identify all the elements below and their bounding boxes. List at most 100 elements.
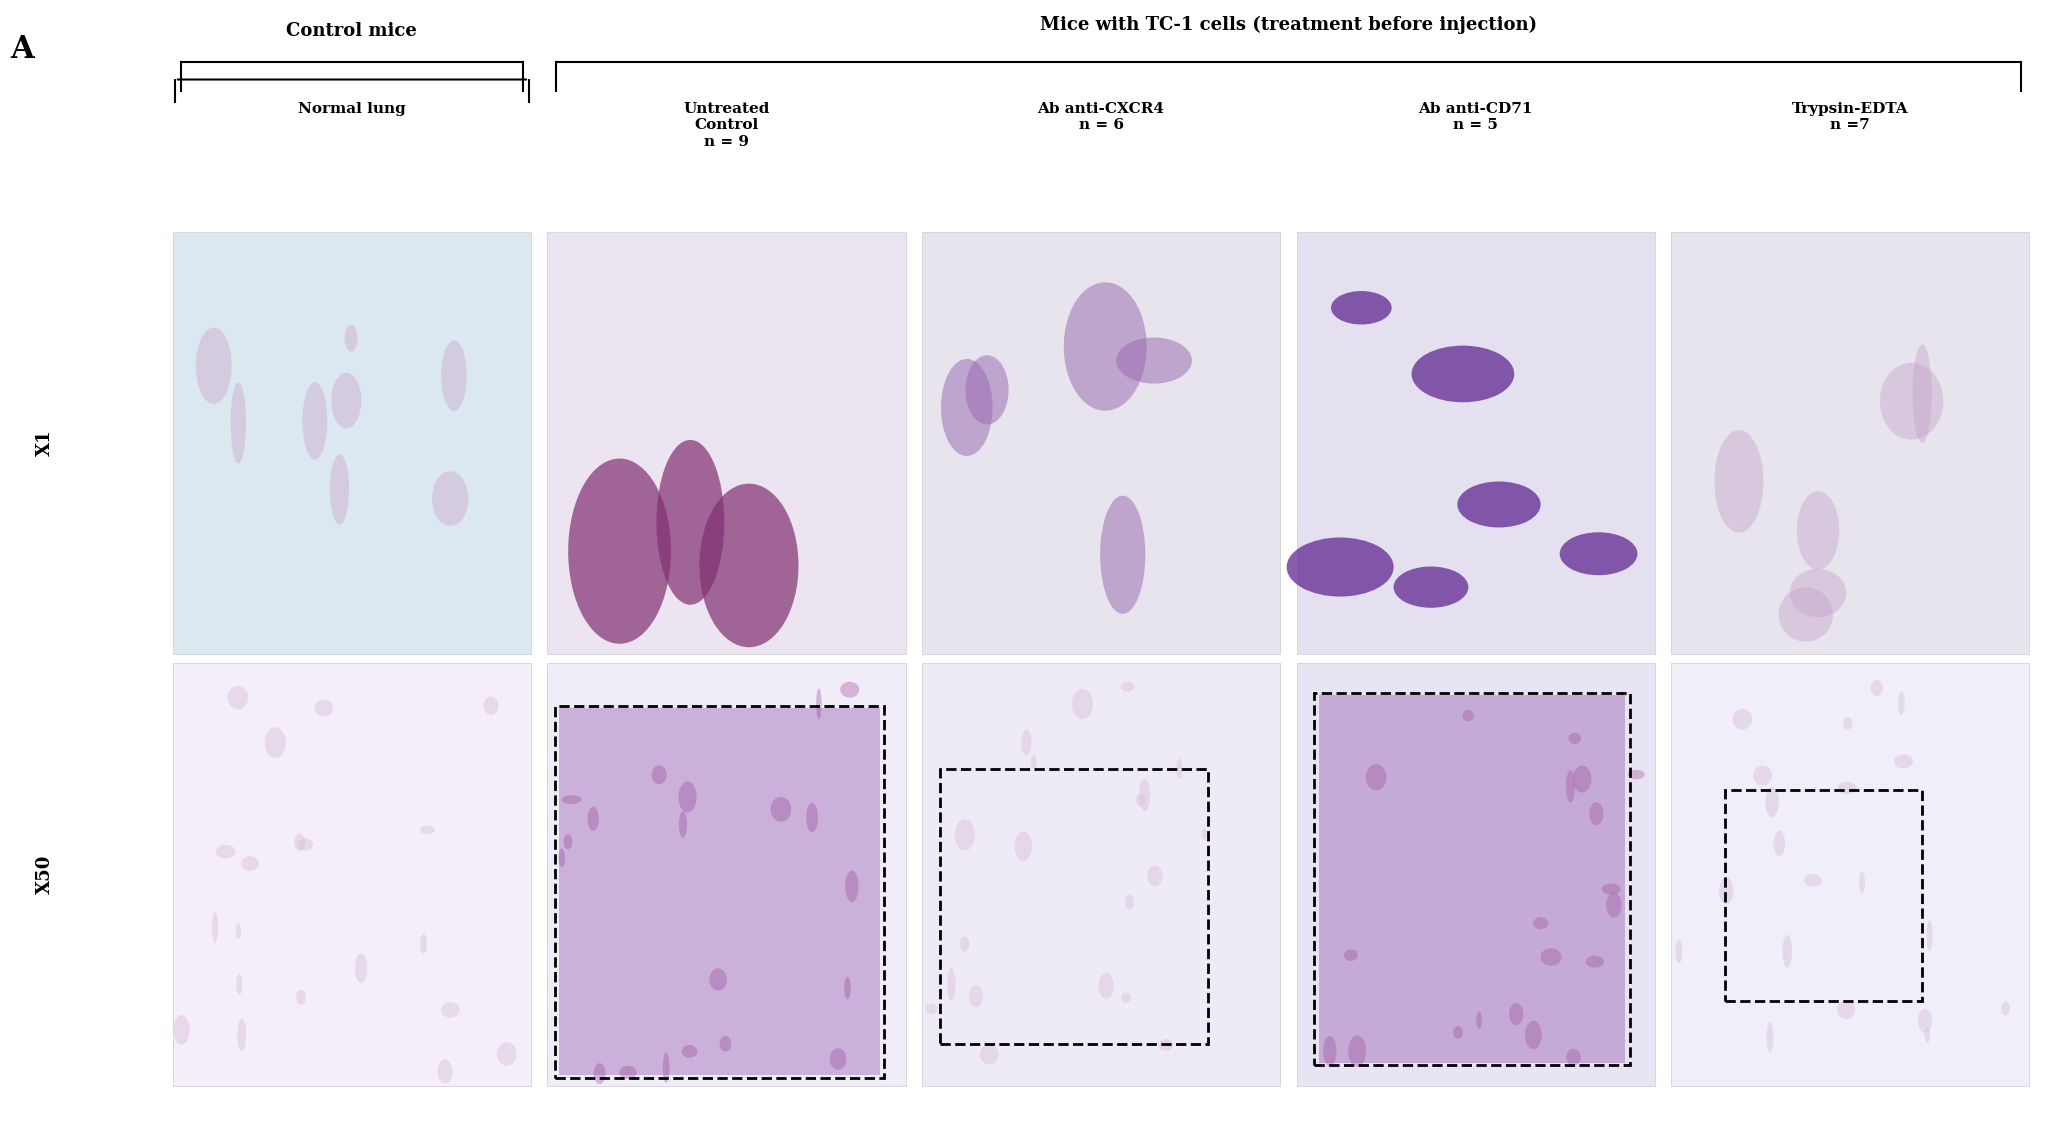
Ellipse shape — [1566, 1049, 1581, 1066]
Ellipse shape — [1601, 884, 1620, 895]
Bar — [941, 769, 1208, 1044]
Ellipse shape — [1924, 1027, 1930, 1043]
Ellipse shape — [438, 1060, 453, 1084]
Ellipse shape — [1202, 829, 1208, 840]
Ellipse shape — [1568, 733, 1581, 744]
Ellipse shape — [1918, 1009, 1932, 1033]
Ellipse shape — [1753, 766, 1772, 786]
Ellipse shape — [1628, 770, 1644, 779]
Bar — [173, 232, 531, 654]
Ellipse shape — [1463, 710, 1474, 721]
Bar — [1297, 663, 1655, 1086]
Ellipse shape — [720, 1036, 731, 1052]
Circle shape — [1560, 533, 1638, 575]
Ellipse shape — [1064, 282, 1146, 411]
Ellipse shape — [1138, 779, 1150, 811]
Ellipse shape — [331, 373, 362, 428]
Ellipse shape — [844, 977, 850, 1000]
Ellipse shape — [329, 454, 350, 525]
Text: Ab anti-CD71
n = 5: Ab anti-CD71 n = 5 — [1418, 102, 1533, 133]
Ellipse shape — [965, 356, 1008, 425]
Bar — [922, 232, 1280, 654]
Ellipse shape — [1718, 877, 1733, 904]
Ellipse shape — [237, 1018, 247, 1052]
Ellipse shape — [681, 1045, 698, 1058]
Ellipse shape — [1797, 491, 1840, 570]
Ellipse shape — [420, 826, 434, 834]
Ellipse shape — [1126, 894, 1134, 910]
Ellipse shape — [1031, 755, 1037, 769]
Ellipse shape — [1509, 1003, 1523, 1025]
Ellipse shape — [829, 1049, 846, 1070]
Bar — [1297, 232, 1655, 654]
Ellipse shape — [420, 934, 426, 954]
Ellipse shape — [1115, 337, 1192, 384]
Ellipse shape — [1021, 729, 1031, 755]
Bar — [554, 705, 885, 1078]
Ellipse shape — [846, 870, 858, 902]
Ellipse shape — [980, 1044, 998, 1064]
Circle shape — [1286, 537, 1393, 596]
Text: Mice with TC-1 cells (treatment before injection): Mice with TC-1 cells (treatment before i… — [1039, 16, 1537, 34]
Ellipse shape — [1766, 1022, 1774, 1052]
Ellipse shape — [663, 1053, 669, 1083]
Ellipse shape — [241, 857, 259, 871]
Ellipse shape — [1367, 765, 1387, 791]
Ellipse shape — [1541, 949, 1562, 966]
Ellipse shape — [1879, 362, 1943, 440]
Ellipse shape — [1122, 993, 1130, 1003]
Ellipse shape — [212, 912, 218, 943]
Ellipse shape — [237, 924, 241, 938]
Ellipse shape — [1533, 917, 1548, 929]
Ellipse shape — [1072, 688, 1093, 719]
Ellipse shape — [1605, 893, 1622, 918]
Bar — [1671, 663, 2029, 1086]
Ellipse shape — [196, 327, 233, 404]
Ellipse shape — [1790, 569, 1846, 617]
Circle shape — [1457, 482, 1541, 527]
Ellipse shape — [926, 1003, 936, 1014]
Ellipse shape — [1675, 939, 1681, 963]
Bar — [1319, 695, 1626, 1062]
Ellipse shape — [1136, 794, 1146, 807]
Circle shape — [1393, 567, 1467, 608]
Ellipse shape — [440, 1002, 459, 1018]
Ellipse shape — [1146, 866, 1163, 886]
Ellipse shape — [679, 811, 687, 837]
Ellipse shape — [303, 382, 327, 460]
Ellipse shape — [679, 782, 696, 812]
Ellipse shape — [1912, 344, 1932, 443]
Ellipse shape — [1871, 679, 1883, 696]
Text: Untreated
Control
n = 9: Untreated Control n = 9 — [683, 102, 770, 149]
Ellipse shape — [354, 953, 366, 983]
Ellipse shape — [294, 834, 305, 851]
Ellipse shape — [1897, 692, 1904, 715]
Ellipse shape — [344, 325, 358, 352]
Ellipse shape — [1348, 1035, 1367, 1067]
Bar — [558, 708, 881, 1076]
Ellipse shape — [568, 459, 671, 644]
Text: X1: X1 — [37, 429, 54, 457]
Ellipse shape — [1733, 709, 1751, 729]
Ellipse shape — [315, 700, 333, 717]
Ellipse shape — [2000, 1002, 2011, 1016]
Ellipse shape — [1589, 802, 1603, 825]
Ellipse shape — [1323, 1036, 1336, 1067]
Ellipse shape — [1782, 935, 1793, 968]
Ellipse shape — [1714, 431, 1764, 533]
Ellipse shape — [562, 795, 582, 804]
Text: Trypsin-EDTA
n =7: Trypsin-EDTA n =7 — [1793, 102, 1908, 133]
Ellipse shape — [710, 968, 726, 991]
Bar — [547, 232, 906, 654]
Ellipse shape — [237, 974, 243, 995]
Ellipse shape — [955, 819, 975, 851]
Ellipse shape — [1566, 770, 1574, 802]
Bar — [1315, 693, 1630, 1064]
Ellipse shape — [807, 803, 817, 833]
Ellipse shape — [1453, 1026, 1463, 1038]
Ellipse shape — [969, 985, 984, 1008]
Bar — [547, 663, 906, 1086]
Text: A: A — [10, 34, 33, 65]
Ellipse shape — [817, 688, 821, 719]
Ellipse shape — [296, 989, 307, 1004]
